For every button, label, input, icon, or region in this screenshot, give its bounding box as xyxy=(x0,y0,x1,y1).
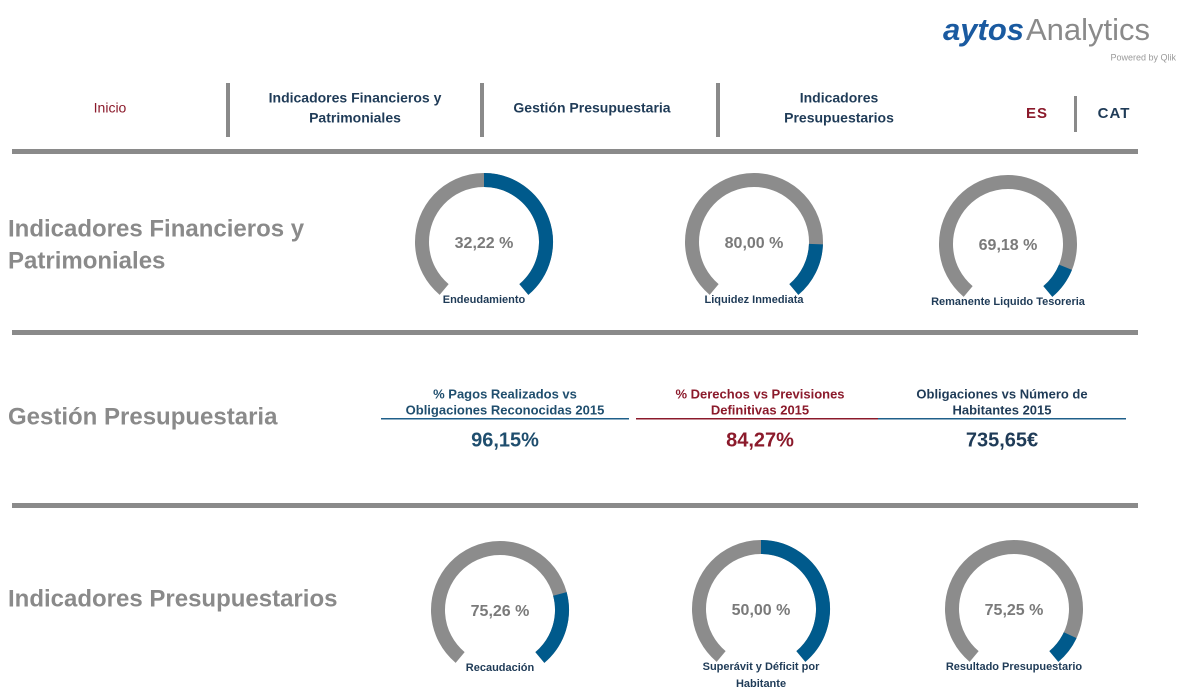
gauge-value: 69,18 % xyxy=(979,237,1038,254)
gauge-band xyxy=(483,173,553,295)
nav-separator xyxy=(480,83,484,137)
gauge-band xyxy=(535,592,569,663)
kpi-underline xyxy=(636,418,884,420)
gauge-band xyxy=(760,540,830,662)
nav-item[interactable]: Patrimoniales xyxy=(309,110,401,126)
gauge-band xyxy=(1049,631,1077,662)
logo-powered: Powered by Qlik xyxy=(1110,52,1176,62)
kpi-title: Obligaciones vs Número de xyxy=(916,386,1087,401)
kpi-underline xyxy=(381,418,629,420)
kpi-title: Obligaciones Reconocidas 2015 xyxy=(406,402,605,417)
nav-separator xyxy=(226,83,230,137)
nav-separator xyxy=(1074,96,1077,132)
language-option[interactable]: ES xyxy=(1026,105,1048,122)
gauge-band xyxy=(789,243,823,295)
gauge-value: 32,22 % xyxy=(455,235,514,252)
gauge-band xyxy=(1043,264,1072,297)
nav-item[interactable]: Indicadores Financieros y xyxy=(269,90,442,106)
kpi-title: % Derechos vs Previsiones xyxy=(675,386,844,401)
nav-item[interactable]: Presupuestarios xyxy=(784,110,894,126)
language-option[interactable]: CAT xyxy=(1098,105,1131,122)
gauge-value: 75,26 % xyxy=(471,603,530,620)
section-title: Gestión Presupuestaria xyxy=(8,403,278,430)
kpi-title: % Pagos Realizados vs xyxy=(433,386,577,401)
divider xyxy=(12,330,1138,335)
nav-item[interactable]: Gestión Presupuestaria xyxy=(513,100,670,116)
nav-item[interactable]: Indicadores xyxy=(800,90,879,106)
logo-product: Analytics xyxy=(1026,12,1150,47)
gauge-track xyxy=(939,175,1077,297)
divider xyxy=(12,503,1138,508)
gauge-label: Superávit y Déficit por xyxy=(703,661,820,673)
gauge-track xyxy=(945,540,1083,662)
gauge-label: Habitante xyxy=(736,678,786,688)
kpi-underline xyxy=(878,418,1126,420)
kpi-value: 84,27% xyxy=(726,429,794,451)
kpi-value: 735,65€ xyxy=(966,429,1038,451)
gauge-label: Liquidez Inmediata xyxy=(704,294,804,306)
kpi-title: Habitantes 2015 xyxy=(953,402,1052,417)
section-title: Indicadores Presupuestarios xyxy=(8,585,337,612)
gauge-label: Endeudamiento xyxy=(443,294,526,306)
gauge-label: Recaudación xyxy=(466,662,535,674)
section-title: Patrimoniales xyxy=(8,247,165,274)
gauge-value: 75,25 % xyxy=(985,602,1044,619)
section-title: Indicadores Financieros y xyxy=(8,215,305,242)
kpi-title: Definitivas 2015 xyxy=(711,402,809,417)
nav-item[interactable]: Inicio xyxy=(94,100,127,116)
divider xyxy=(12,149,1138,154)
gauge-value: 80,00 % xyxy=(725,235,784,252)
logo-brand: aytos xyxy=(943,12,1024,47)
gauge-value: 50,00 % xyxy=(732,602,791,619)
gauge-label: Remanente Liquido Tesoreria xyxy=(931,296,1086,308)
nav-separator xyxy=(716,83,720,137)
kpi-value: 96,15% xyxy=(471,429,539,451)
gauge-label: Resultado Presupuestario xyxy=(946,661,1083,673)
